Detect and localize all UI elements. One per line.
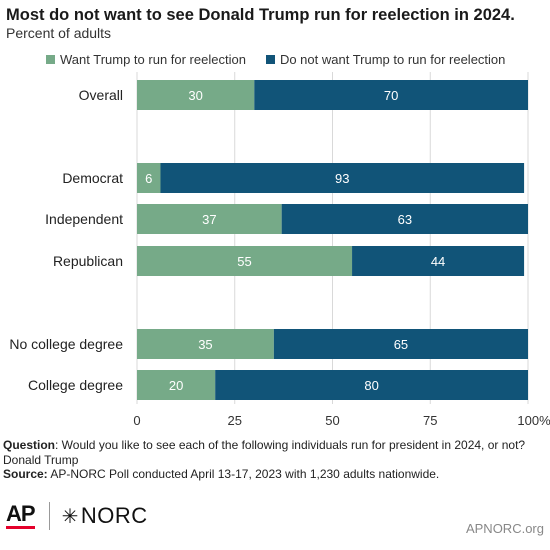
- norc-star-icon: ✳: [61, 505, 79, 528]
- data-label: 65: [394, 337, 408, 352]
- bar-want: [137, 163, 161, 193]
- category-label: Overall: [79, 87, 123, 103]
- data-label: 55: [237, 254, 251, 269]
- x-tick-label: 0: [133, 413, 140, 428]
- category-label: College degree: [28, 377, 123, 393]
- bar-want: [137, 370, 216, 400]
- legend-item-want: Want Trump to run for reelection: [46, 52, 246, 67]
- x-tick-label: 100%: [517, 413, 550, 428]
- bar-want: [137, 80, 255, 110]
- data-label: 6: [145, 171, 152, 186]
- legend-swatch-not-want: [265, 55, 275, 64]
- bar-not-want: [160, 163, 525, 193]
- chart-title: Most do not want to see Donald Trump run…: [6, 6, 515, 24]
- legend-label-want: Want Trump to run for reelection: [60, 52, 246, 67]
- category-label: Democrat: [62, 170, 123, 186]
- question-note: Question: Would you like to see each of …: [3, 438, 547, 467]
- legend: Want Trump to run for reelection Do not …: [46, 52, 525, 67]
- bar-want: [137, 246, 353, 276]
- site-url[interactable]: APNORC.org: [465, 521, 544, 536]
- bar-not-want: [254, 80, 529, 110]
- category-label: Republican: [53, 253, 123, 269]
- stacked-bar-chart: 0 25 50 75 100% Overall 30 70 Democrat 6 93 Indepen…: [9, 72, 550, 428]
- source-label: Source:: [3, 467, 48, 481]
- bar-not-want: [215, 370, 528, 400]
- source-note: Source: AP-NORC Poll conducted April 13-…: [3, 467, 547, 482]
- data-label: 37: [202, 212, 216, 227]
- norc-logo: ✳ NORC: [62, 503, 148, 529]
- data-label: 20: [169, 378, 183, 393]
- question-text: : Would you like to see each of the foll…: [3, 438, 526, 467]
- logo-bar: AP ✳ NORC: [6, 502, 148, 530]
- bar-want: [137, 204, 282, 234]
- data-label: 80: [364, 378, 378, 393]
- legend-swatch-want: [46, 55, 55, 64]
- data-label: 63: [398, 212, 412, 227]
- legend-label-not-want: Do not want Trump to run for reelection: [279, 52, 506, 67]
- ap-logo: AP: [6, 503, 36, 529]
- bar-want: [137, 329, 274, 359]
- data-label: 44: [431, 254, 445, 269]
- logo-divider: [48, 502, 50, 530]
- bar-not-want: [352, 246, 525, 276]
- x-tick-label: 25: [228, 413, 242, 428]
- chart-subtitle: Percent of adults: [6, 25, 112, 41]
- data-label: 93: [335, 171, 349, 186]
- data-label: 30: [188, 88, 202, 103]
- bar-not-want: [281, 204, 528, 234]
- footer-notes: Question: Would you like to see each of …: [3, 438, 547, 482]
- x-tick-label: 50: [325, 413, 339, 428]
- x-tick-label: 75: [423, 413, 437, 428]
- category-label: No college degree: [9, 336, 123, 352]
- bar-not-want: [273, 329, 528, 359]
- data-label: 35: [198, 337, 212, 352]
- source-text: AP-NORC Poll conducted April 13-17, 2023…: [47, 467, 440, 481]
- category-label: Independent: [45, 211, 123, 227]
- question-label: Question: [3, 438, 56, 452]
- data-label: 70: [384, 88, 398, 103]
- legend-item-not-want: Do not want Trump to run for reelection: [265, 52, 506, 67]
- norc-logo-text: NORC: [80, 503, 148, 528]
